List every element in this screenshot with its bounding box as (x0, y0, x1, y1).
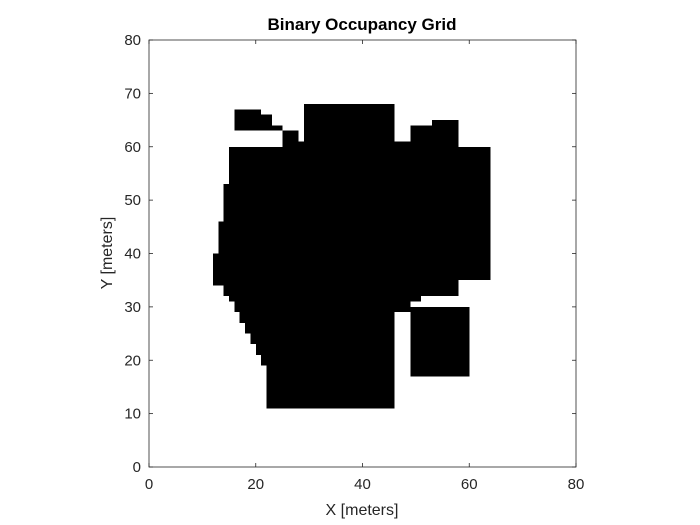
occupied-region (282, 130, 299, 147)
x-tick-label: 40 (354, 476, 371, 493)
y-tick-label: 80 (124, 32, 141, 49)
tick-marks (148, 39, 577, 468)
occupied-region (234, 301, 411, 313)
y-tick-label: 0 (133, 459, 141, 476)
y-tick-label: 30 (124, 299, 141, 316)
occupied-region (410, 306, 470, 377)
occupied-region (303, 104, 395, 147)
occupied-region (255, 344, 395, 355)
occupied-region (223, 184, 230, 254)
occupied-region (223, 280, 459, 297)
y-tick-label: 20 (124, 352, 141, 369)
occupied-region (261, 354, 395, 366)
x-axis-label: X [meters] (326, 502, 399, 519)
occupied-region (239, 312, 395, 323)
occupied-region (410, 125, 432, 147)
y-tick-label: 60 (124, 139, 141, 156)
y-axis-label: Y [meters] (99, 217, 116, 290)
occupied-region (261, 114, 272, 131)
occupied-region (218, 221, 224, 254)
occupied-region (271, 125, 283, 131)
x-tick-label: 60 (461, 476, 478, 493)
x-tick-label: 0 (145, 476, 153, 493)
occupied-region (213, 253, 230, 286)
x-tick-label: 80 (568, 476, 585, 493)
chart-title: Binary Occupancy Grid (268, 15, 457, 34)
y-tick-label: 10 (124, 406, 141, 423)
x-tick-label: 20 (247, 476, 264, 493)
tick-labels: 0 20 40 60 80 0 10 20 30 40 50 60 70 80 (124, 32, 584, 493)
occupied-region (229, 296, 422, 302)
y-tick-label: 40 (124, 246, 141, 263)
occupied-region (266, 365, 395, 409)
y-tick-label: 70 (124, 85, 141, 102)
occupied-region (431, 120, 459, 147)
occupied-region (250, 333, 395, 345)
occupied-region (229, 146, 491, 281)
plot-area: 0 20 40 60 80 0 10 20 30 40 50 60 70 80 (124, 32, 584, 493)
occupied-region (245, 322, 395, 334)
occupied-region (234, 109, 262, 131)
y-tick-label: 50 (124, 192, 141, 209)
occupied-region (394, 141, 411, 147)
occupied-cells (213, 104, 491, 409)
